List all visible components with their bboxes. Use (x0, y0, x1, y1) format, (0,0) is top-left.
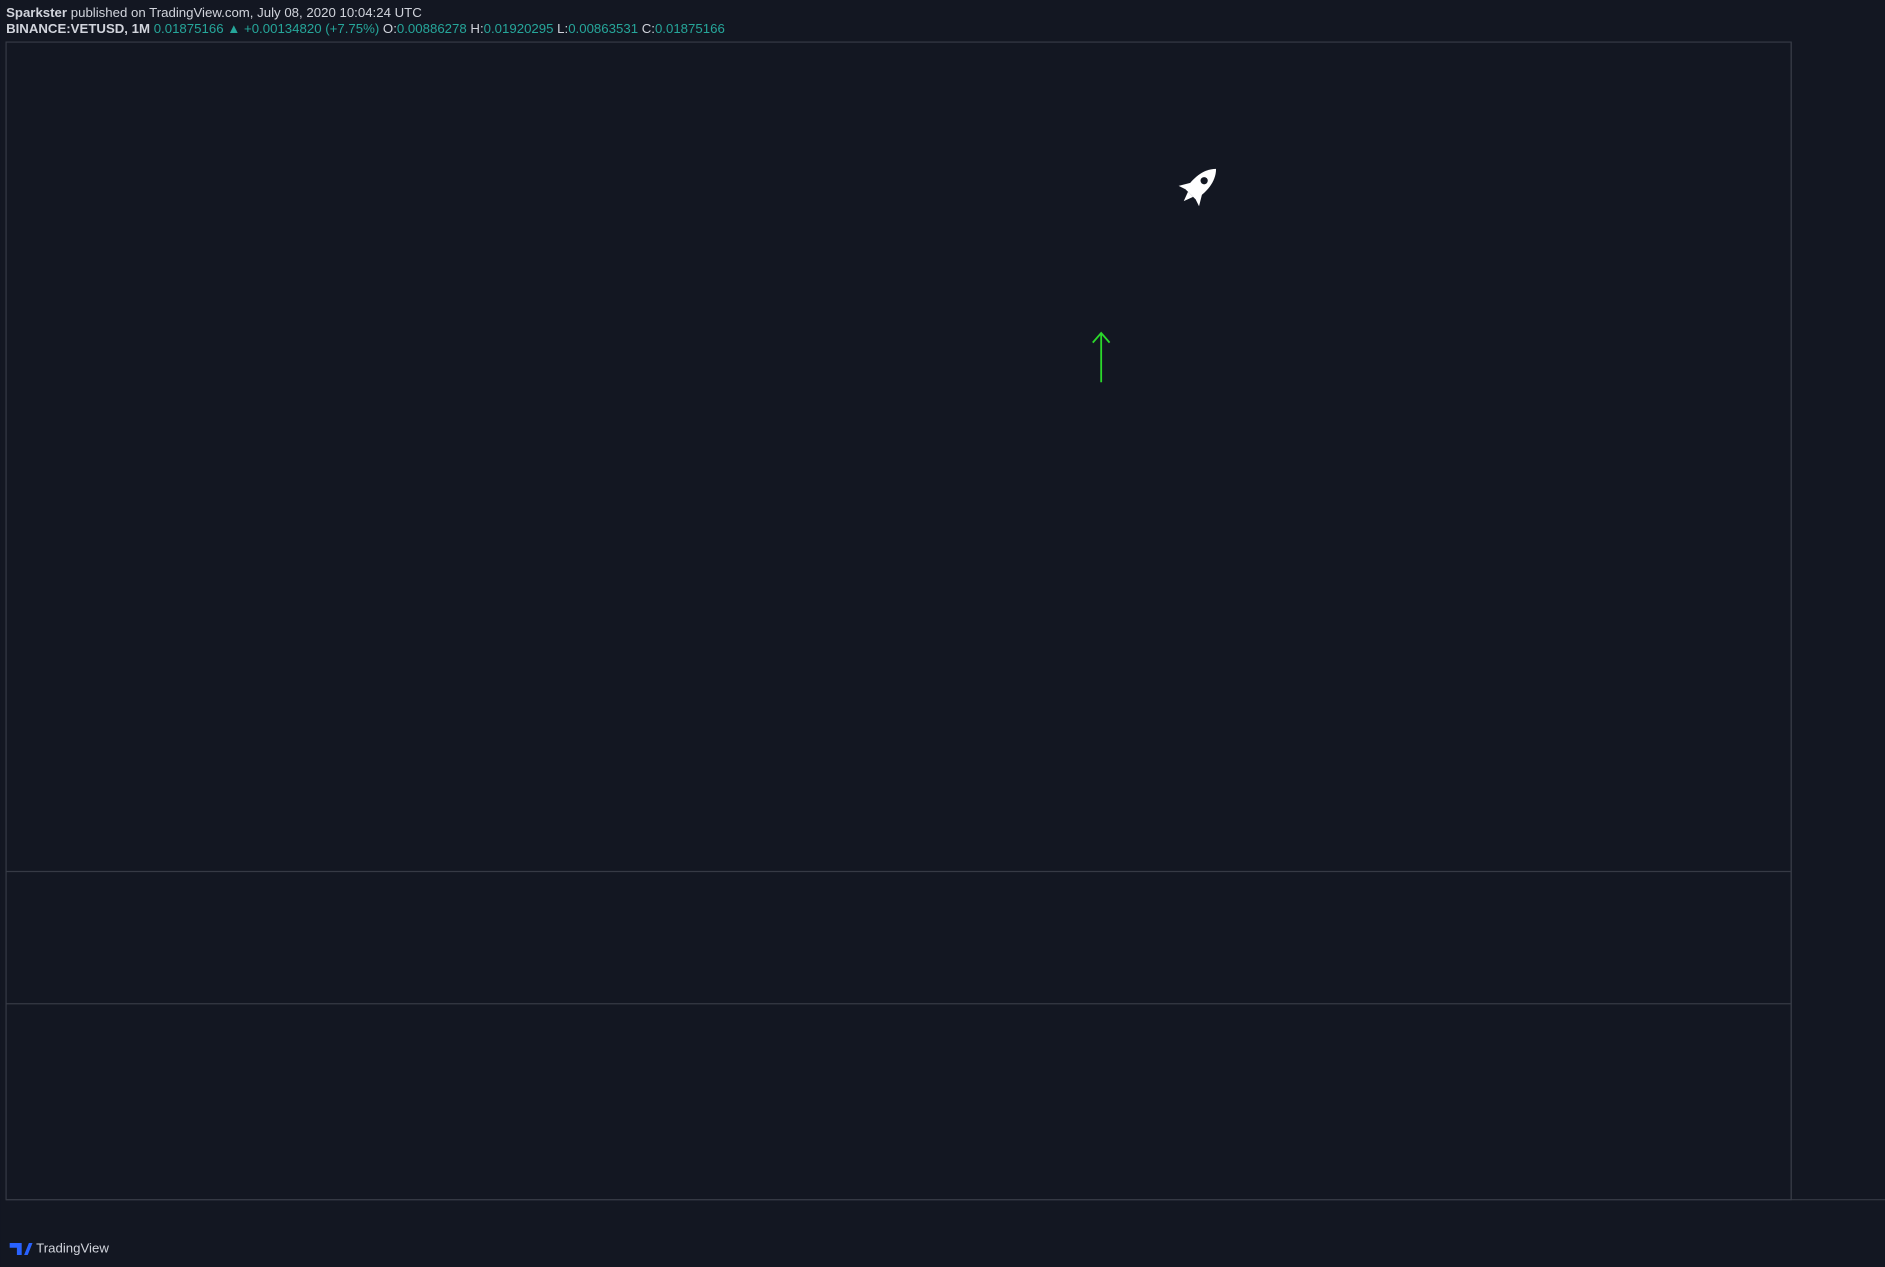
o-value: 0.00886278 (397, 20, 467, 35)
last-price: 0.01875166 (154, 20, 224, 35)
l-label: L: (557, 20, 568, 35)
h-label: H: (470, 20, 483, 35)
published: published on TradingView.com, July 08, 2… (71, 5, 422, 20)
change: ▲ +0.00134820 (+7.75%) (227, 20, 379, 35)
c-label: C: (642, 20, 655, 35)
symbol: BINANCE:VETUSD, 1M (6, 20, 150, 35)
frame (5, 41, 1792, 1201)
brand: TradingView (36, 1240, 109, 1255)
author: Sparkster (6, 5, 67, 20)
symbol-line: BINANCE:VETUSD, 1M 0.01875166 ▲ +0.00134… (6, 20, 725, 35)
l-value: 0.00863531 (568, 20, 638, 35)
header-line: Sparkster published on TradingView.com, … (6, 5, 422, 20)
c-value: 0.01875166 (655, 20, 725, 35)
arrow (1092, 331, 1111, 383)
o-label: O: (383, 20, 397, 35)
h-value: 0.01920295 (484, 20, 554, 35)
rocket (1178, 168, 1217, 207)
brand-logo (9, 1242, 33, 1255)
